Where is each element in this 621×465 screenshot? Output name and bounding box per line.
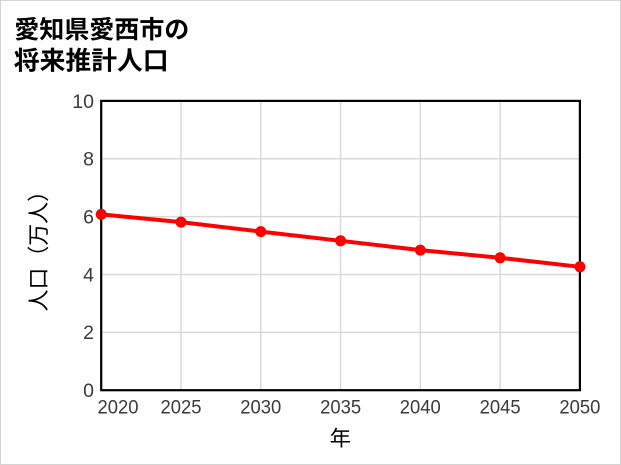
svg-text:2050: 2050 <box>559 396 600 418</box>
svg-text:2020: 2020 <box>98 396 139 418</box>
svg-text:2: 2 <box>83 322 94 344</box>
svg-text:2025: 2025 <box>161 396 202 418</box>
svg-text:4: 4 <box>83 264 94 286</box>
svg-text:6: 6 <box>83 207 94 229</box>
svg-text:2035: 2035 <box>320 396 361 418</box>
svg-text:2045: 2045 <box>480 396 521 418</box>
svg-text:10: 10 <box>72 91 94 113</box>
svg-text:0: 0 <box>83 380 94 402</box>
svg-text:8: 8 <box>83 149 94 171</box>
svg-text:2030: 2030 <box>240 396 281 418</box>
svg-text:2040: 2040 <box>400 396 441 418</box>
